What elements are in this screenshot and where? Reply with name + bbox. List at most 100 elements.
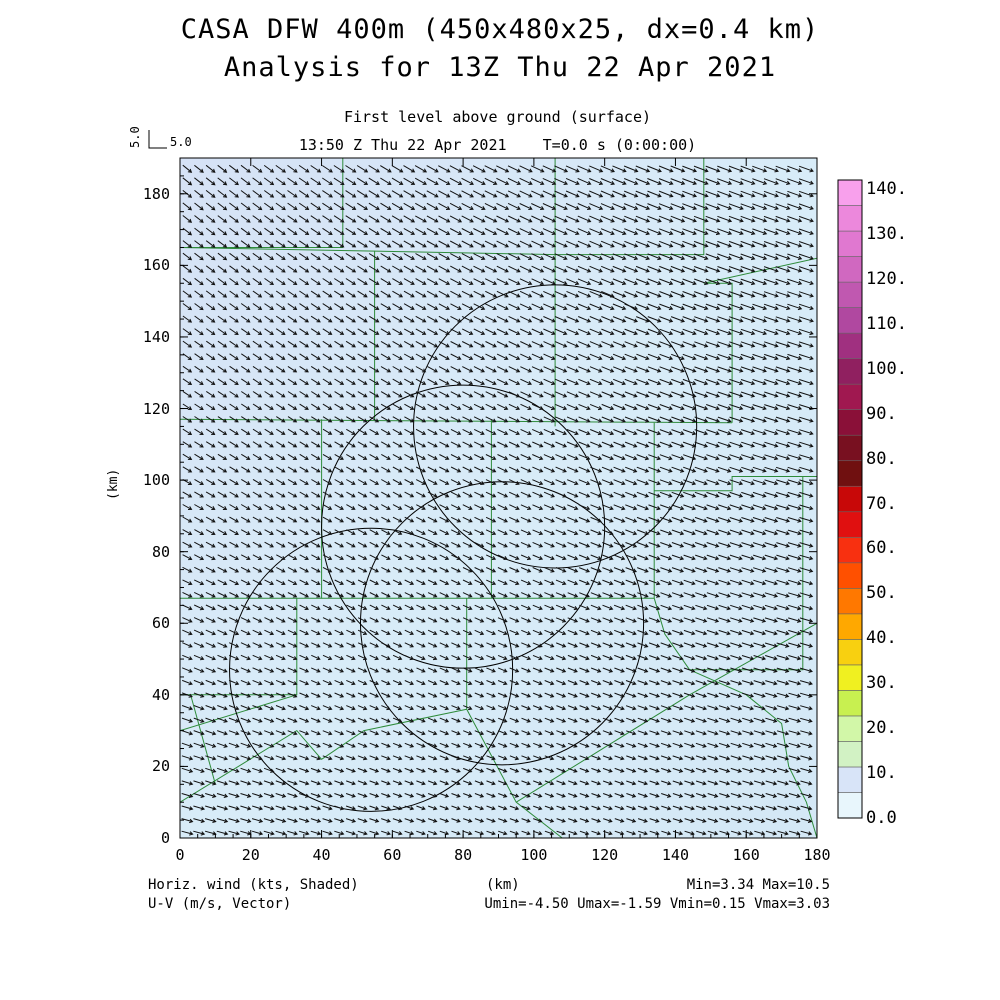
wind-vector bbox=[694, 466, 708, 473]
wind-vector bbox=[334, 767, 345, 773]
wind-vector bbox=[658, 178, 674, 185]
wind-vector bbox=[311, 403, 321, 410]
wind-vector bbox=[334, 629, 344, 636]
wind-vector bbox=[717, 429, 732, 436]
wind-vector bbox=[345, 793, 356, 798]
wind-vector bbox=[438, 366, 450, 373]
wind-vector bbox=[637, 680, 649, 686]
wind-vector bbox=[450, 391, 462, 398]
wind-vector bbox=[729, 341, 744, 348]
wind-vector bbox=[520, 391, 532, 398]
wind-vector bbox=[252, 215, 263, 223]
wind-vector bbox=[684, 767, 696, 773]
wind-vector bbox=[333, 240, 345, 248]
wind-vector bbox=[229, 177, 239, 186]
wind-vector bbox=[648, 629, 661, 636]
wind-vector bbox=[613, 491, 626, 498]
wind-vector bbox=[264, 353, 274, 361]
wind-vector bbox=[532, 541, 544, 548]
wind-vector bbox=[357, 516, 368, 523]
wind-vector bbox=[229, 529, 239, 535]
wind-vector bbox=[194, 303, 204, 311]
wind-vector bbox=[228, 679, 240, 686]
wind-vector bbox=[717, 353, 732, 361]
wind-vector bbox=[357, 793, 368, 798]
wind-vector bbox=[228, 164, 240, 173]
wind-vector bbox=[521, 793, 531, 798]
wind-vector bbox=[624, 416, 638, 423]
wind-vector bbox=[798, 203, 814, 210]
wind-vector bbox=[509, 692, 520, 698]
wind-vector bbox=[763, 178, 779, 185]
wind-vector bbox=[543, 491, 555, 498]
wind-vector bbox=[763, 303, 779, 311]
wind-vector bbox=[205, 705, 217, 711]
wind-vector bbox=[228, 805, 240, 811]
wind-vector bbox=[182, 466, 193, 473]
wind-vector bbox=[753, 717, 766, 723]
wind-vector bbox=[416, 654, 426, 661]
wind-vector bbox=[612, 215, 627, 223]
wind-vector bbox=[705, 303, 721, 311]
wind-vector bbox=[345, 278, 357, 285]
wind-vector bbox=[532, 579, 543, 586]
wind-vector bbox=[311, 491, 321, 498]
wind-vector bbox=[788, 730, 801, 736]
wind-vector bbox=[205, 604, 216, 611]
wind-vector bbox=[357, 742, 368, 748]
wind-vector bbox=[427, 805, 438, 811]
wind-vector bbox=[310, 667, 321, 673]
wind-vector bbox=[275, 642, 286, 648]
wind-vector bbox=[625, 654, 637, 661]
wind-vector bbox=[381, 730, 391, 736]
wind-vector bbox=[694, 479, 708, 486]
wind-vector bbox=[496, 328, 509, 335]
wind-vector bbox=[275, 202, 286, 211]
wind-vector bbox=[764, 629, 778, 636]
wind-vector bbox=[520, 516, 532, 523]
wind-vector bbox=[567, 592, 579, 598]
wind-vector bbox=[544, 554, 555, 561]
wind-vector bbox=[451, 642, 461, 648]
wind-vector bbox=[380, 303, 392, 310]
wind-vector bbox=[182, 340, 193, 348]
wind-vector bbox=[181, 805, 194, 811]
wind-vector bbox=[555, 567, 567, 573]
wind-vector bbox=[544, 818, 555, 823]
wind-vector bbox=[612, 278, 627, 286]
wind-vector bbox=[765, 780, 778, 786]
wind-vector bbox=[450, 491, 462, 498]
wind-vector bbox=[532, 604, 543, 611]
wind-vector bbox=[346, 654, 356, 661]
wind-vector bbox=[426, 215, 439, 223]
wind-vector bbox=[240, 667, 251, 673]
wind-vector bbox=[357, 366, 368, 373]
wind-vector bbox=[752, 203, 768, 210]
wind-vector bbox=[217, 742, 228, 748]
wind-vector bbox=[706, 429, 720, 436]
wind-vector bbox=[532, 654, 543, 661]
wind-vector bbox=[614, 705, 625, 711]
wind-vector bbox=[648, 529, 661, 536]
wind-vector bbox=[403, 340, 415, 348]
colorbar-label: 50. bbox=[866, 583, 897, 604]
wind-vector bbox=[706, 579, 720, 586]
wind-vector bbox=[717, 366, 732, 373]
wind-vector bbox=[486, 818, 496, 823]
wind-vector bbox=[404, 830, 415, 836]
wind-vector bbox=[624, 291, 639, 298]
wind-vector bbox=[775, 303, 791, 311]
wind-vector bbox=[193, 742, 205, 748]
wind-vector bbox=[450, 454, 462, 460]
wind-vector bbox=[485, 428, 497, 435]
wind-vector bbox=[661, 830, 672, 836]
wind-vector bbox=[217, 629, 228, 636]
wind-vector bbox=[182, 265, 193, 273]
wind-vector bbox=[717, 378, 732, 386]
wind-vector bbox=[718, 542, 732, 548]
wind-vector bbox=[625, 680, 637, 686]
wind-vector bbox=[426, 278, 439, 285]
wind-vector bbox=[462, 466, 473, 473]
wind-vector bbox=[717, 303, 732, 311]
wind-vector bbox=[496, 190, 510, 198]
